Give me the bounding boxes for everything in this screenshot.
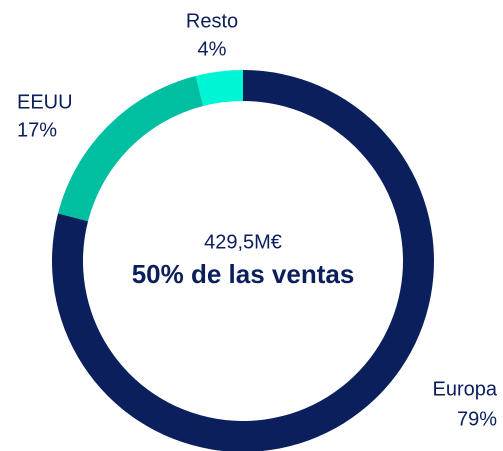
segment-value-label: 17% (17, 119, 57, 141)
donut-segment (58, 76, 204, 222)
segment-label: EEUU (17, 91, 73, 113)
segment-label: Resto (186, 10, 238, 32)
center-value: 429,5M€ (204, 231, 282, 253)
segment-label: Europa (433, 378, 498, 400)
segment-value-label: 4% (198, 38, 227, 60)
segment-value-label: 79% (457, 408, 497, 430)
donut-segment (195, 70, 243, 107)
center-text: 50% de las ventas (132, 259, 355, 289)
